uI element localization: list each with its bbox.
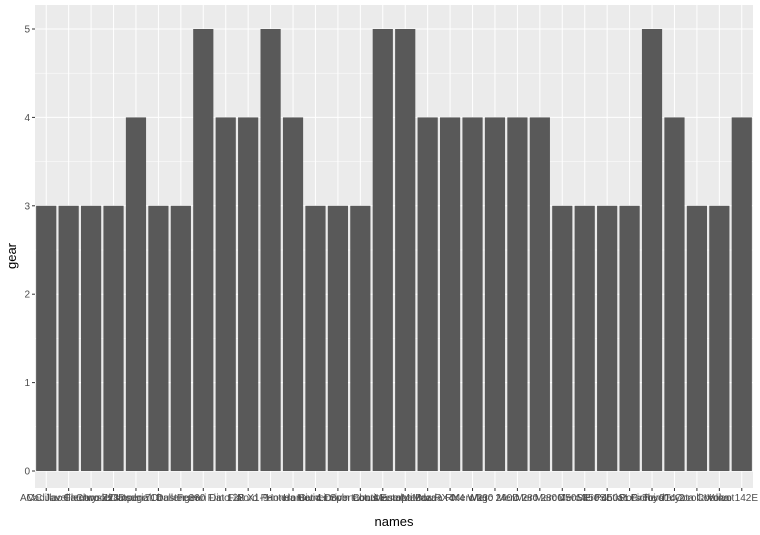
bar	[529, 117, 550, 472]
bar	[641, 29, 663, 471]
x-tick-label: Datsun 710	[110, 493, 162, 504]
x-tick-label: Dodge Challenger	[118, 493, 199, 504]
bar	[619, 205, 640, 472]
bar	[125, 117, 147, 472]
x-tick-label: Hornet Sportabout	[297, 493, 379, 504]
x-tick-label: Maserati Bora	[374, 493, 437, 504]
x-tick-label: AMC Javelin	[20, 493, 76, 504]
y-tick-label: 3	[24, 201, 30, 212]
x-tick-label: Hornet 4 Drive	[283, 493, 348, 504]
bar	[484, 117, 506, 472]
bar	[507, 117, 528, 472]
y-tick-label: 5	[24, 25, 30, 36]
x-tick-label: Cadillac Fleetwood	[26, 493, 111, 504]
bar	[103, 205, 124, 472]
bar	[238, 117, 259, 472]
x-tick-label: Merc 230	[452, 493, 494, 504]
bar	[574, 205, 595, 472]
x-tick-label: Honda Civic	[266, 493, 320, 504]
bar	[462, 117, 483, 472]
bar	[260, 29, 281, 471]
x-tick-label: Chrysler Imperial	[76, 493, 152, 504]
x-tick-label: Porsche 914-2	[620, 493, 685, 504]
y-tick-label: 4	[24, 113, 30, 124]
x-tick-label: Ford Pantera L	[237, 493, 304, 504]
y-tick-label: 1	[24, 378, 30, 389]
bar	[80, 205, 102, 472]
x-tick-label: Lincoln Continental	[318, 493, 403, 504]
y-tick-label: 2	[24, 290, 30, 301]
x-tick-label: Camaro Z28	[63, 493, 119, 504]
x-tick-label: Mazda RX4 Wag	[412, 493, 487, 504]
x-tick-label: Merc 450SL	[558, 493, 612, 504]
bar	[439, 117, 461, 472]
bar	[597, 205, 618, 472]
bar	[148, 205, 169, 472]
y-tick-label: 0	[24, 467, 30, 478]
x-tick-label: Merc 240D	[471, 493, 520, 504]
x-tick-label: Merc 280	[497, 493, 539, 504]
bar	[709, 205, 730, 472]
x-tick-label: Ferrari Dino	[177, 493, 230, 504]
x-tick-label: Toyota Corona	[664, 493, 729, 504]
bars	[36, 29, 752, 472]
x-tick-label: Mazda RX4	[402, 493, 455, 504]
bar	[350, 205, 371, 472]
x-tick-label: Volvo 142E	[707, 493, 758, 504]
x-tick-label: Merc 280C	[515, 493, 564, 504]
bar	[731, 117, 752, 472]
bar	[686, 205, 708, 472]
x-tick-label: Valiant	[704, 493, 734, 504]
x-tick-label: Merc 450SE	[535, 493, 590, 504]
bar	[664, 117, 685, 472]
x-tick-label: Toyota Corolla	[643, 493, 707, 504]
bar	[193, 29, 214, 471]
bar	[58, 205, 79, 472]
x-tick-label: Merc 450SLC	[577, 493, 638, 504]
bar	[372, 29, 393, 471]
bar	[36, 205, 57, 472]
bar	[215, 117, 236, 472]
y-axis-title: gear	[4, 242, 19, 269]
bar	[170, 205, 191, 472]
bar	[327, 205, 349, 472]
x-tick-label: Duster 360	[156, 493, 205, 504]
bar	[395, 29, 416, 471]
x-tick-label: Fiat 128	[208, 493, 245, 504]
x-tick-label: Fiat X1-9	[228, 493, 269, 504]
x-tick-label: Pontiac Firebird	[595, 493, 665, 504]
bar	[417, 117, 438, 472]
y-axis: 0 1 2 3 4 5	[24, 25, 35, 478]
bar	[282, 117, 304, 472]
bar	[305, 205, 326, 472]
x-tick-label: Lotus Europa	[353, 493, 413, 504]
bar	[552, 205, 573, 472]
x-axis-title: names	[374, 514, 414, 529]
